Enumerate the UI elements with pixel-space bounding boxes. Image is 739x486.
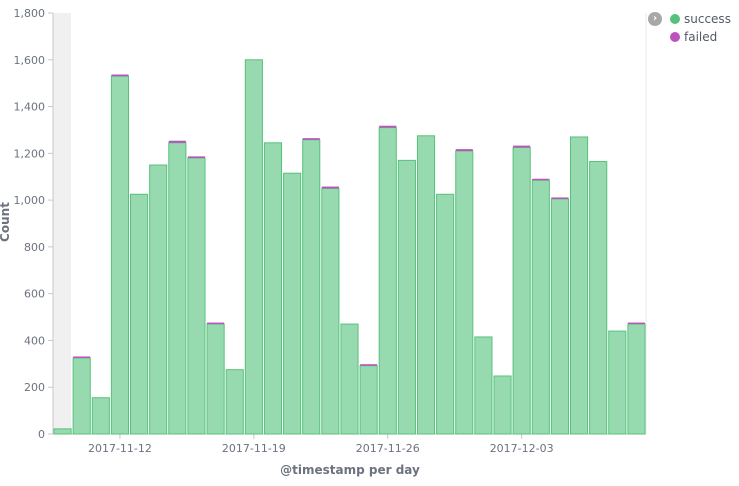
bar-failed[interactable] <box>455 149 473 151</box>
bar-success[interactable] <box>608 330 627 435</box>
legend-dot-failed <box>670 32 680 42</box>
bar-success[interactable] <box>512 146 531 435</box>
y-tick-label: 400 <box>24 334 45 347</box>
bar-success[interactable] <box>206 323 225 435</box>
bar-failed[interactable] <box>168 140 186 143</box>
chevron-right-icon[interactable]: › <box>648 12 662 26</box>
x-tick-label: 2017-11-12 <box>88 442 152 455</box>
bar-success[interactable] <box>378 127 397 435</box>
bar-failed[interactable] <box>513 145 531 148</box>
legend-label-failed: failed <box>684 30 718 44</box>
y-tick-label: 1,400 <box>14 101 46 114</box>
bar-success[interactable] <box>493 375 512 435</box>
legend: › success failed <box>648 10 731 46</box>
legend-dot-success <box>670 14 680 24</box>
bar-success[interactable] <box>474 336 493 435</box>
bar-success[interactable] <box>130 193 149 435</box>
bar-success[interactable] <box>53 428 72 435</box>
bar-success[interactable] <box>416 135 436 435</box>
y-tick-label: 1,800 <box>14 7 46 20</box>
bar-success[interactable] <box>627 323 646 435</box>
legend-item-failed[interactable]: failed <box>648 28 731 46</box>
bar-success[interactable] <box>225 369 244 435</box>
bar-failed[interactable] <box>532 178 550 181</box>
x-tick-label: 2017-11-19 <box>222 442 286 455</box>
bar-success[interactable] <box>149 164 168 435</box>
y-axis-title: Count <box>0 202 12 242</box>
y-axis: 0 200 400 600 800 1,000 1,200 1,400 1,600 1,800 <box>14 7 54 441</box>
bar-success[interactable] <box>110 75 130 435</box>
bar-failed[interactable] <box>321 186 339 189</box>
bar-failed[interactable] <box>207 322 225 325</box>
bar-success[interactable] <box>397 159 416 435</box>
bar-success[interactable] <box>340 323 359 435</box>
bar-success[interactable] <box>168 142 187 435</box>
legend-item-success[interactable]: › success <box>648 10 731 28</box>
bar-success[interactable] <box>72 357 91 435</box>
bar-success[interactable] <box>550 198 569 435</box>
x-tick-label: 2017-11-26 <box>356 442 420 455</box>
x-axis: 2017-11-12 2017-11-19 2017-11-26 2017-12-03 <box>53 433 646 455</box>
bar-success[interactable] <box>244 59 263 435</box>
y-tick-label: 800 <box>24 241 45 254</box>
bar-success[interactable] <box>589 161 608 435</box>
bar-success[interactable] <box>263 142 283 435</box>
shaded-region <box>53 13 71 434</box>
y-tick-label: 600 <box>24 288 45 301</box>
bar-success[interactable] <box>283 172 302 435</box>
legend-label-success: success <box>684 12 731 26</box>
bar-failed[interactable] <box>187 156 206 159</box>
y-tick-label: 1,000 <box>14 194 46 207</box>
bar-success[interactable] <box>302 139 321 435</box>
bars <box>53 59 646 435</box>
bar-failed[interactable] <box>111 74 129 77</box>
bar-failed[interactable] <box>302 138 320 140</box>
bar-failed[interactable] <box>551 197 569 199</box>
bar-failed[interactable] <box>73 356 91 358</box>
bar-success[interactable] <box>321 187 340 435</box>
bar-failed[interactable] <box>627 322 645 325</box>
x-tick-label: 2017-12-03 <box>490 442 554 455</box>
bar-success[interactable] <box>531 179 550 435</box>
y-tick-label: 1,600 <box>14 54 46 67</box>
y-tick-label: 200 <box>24 381 45 394</box>
bar-success[interactable] <box>187 157 206 435</box>
y-tick-label: 1,200 <box>14 147 46 160</box>
bar-failed[interactable] <box>379 125 397 128</box>
bar-success[interactable] <box>436 193 455 435</box>
bar-success[interactable] <box>359 365 378 435</box>
bar-success[interactable] <box>569 136 589 435</box>
bar-success[interactable] <box>91 397 110 435</box>
bar-failed[interactable] <box>360 364 378 366</box>
bar-success[interactable] <box>455 150 474 435</box>
y-tick-label: 0 <box>38 428 45 441</box>
x-axis-title: @timestamp per day <box>280 463 420 477</box>
